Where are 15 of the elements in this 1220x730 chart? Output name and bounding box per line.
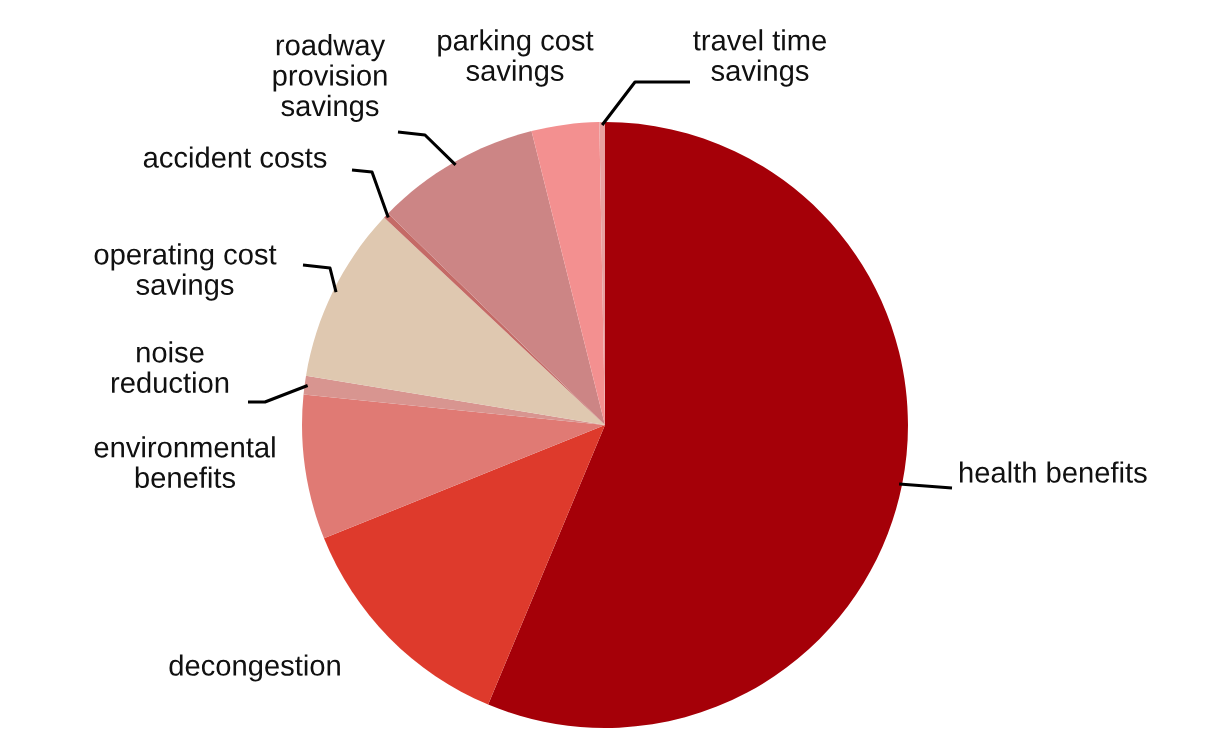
slice-label: operating cost savings xyxy=(94,243,277,301)
slice-label: parking cost savings xyxy=(438,29,594,87)
pie-slice xyxy=(302,394,605,539)
slice-label: health benefits xyxy=(960,461,1147,483)
pie-slice xyxy=(306,217,605,425)
slice-label: noise reduction xyxy=(111,341,229,394)
pie-slice xyxy=(303,375,605,425)
slice-label: travel time savings xyxy=(693,29,826,87)
slice-label: accident costs xyxy=(143,146,327,168)
slice-label: environmental benefits xyxy=(94,436,275,489)
slice-label: roadway provision savings xyxy=(273,34,387,122)
pie-slice xyxy=(531,122,605,425)
slice-label: decongestion xyxy=(169,654,340,682)
pie-slice xyxy=(388,131,605,425)
pie-slice xyxy=(488,122,908,728)
